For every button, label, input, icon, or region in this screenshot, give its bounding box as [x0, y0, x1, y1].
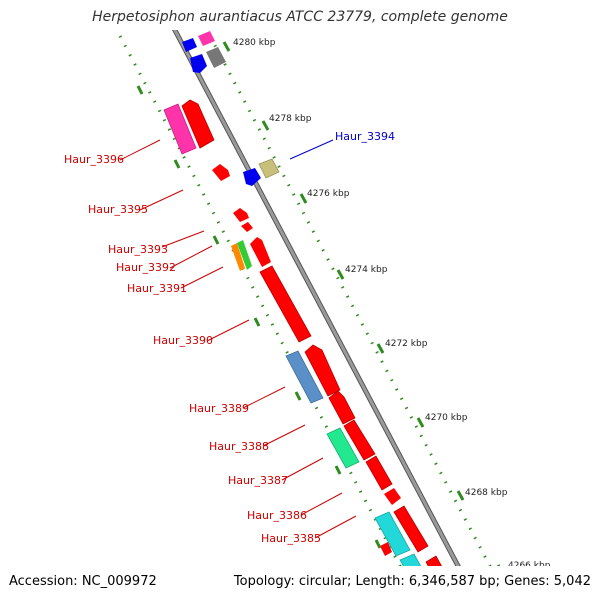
topology-label: Topology: circular; Length: 6,346,587 bp…: [233, 574, 591, 589]
tick-label-4268: 4268 kbp: [465, 488, 508, 498]
gene-label-haur-3391[interactable]: Haur_3391: [127, 282, 187, 295]
gene-red-arrow-6: [384, 488, 401, 505]
gene-red-arrow-4: [343, 419, 376, 461]
tick-label-4270: 4270 kbp: [425, 413, 468, 423]
gene-label-haur-3394[interactable]: Haur_3394: [335, 130, 395, 143]
tick-label-4274: 4274 kbp: [345, 265, 388, 275]
gene-haur-3389: [285, 350, 324, 404]
accession-label: Accession: NC_009972: [9, 574, 157, 589]
gene-orange: [231, 243, 245, 271]
tick-label-4276: 4276 kbp: [307, 189, 350, 199]
gene-haur-3388: [326, 427, 360, 469]
gene-red-arrow-8: [425, 555, 442, 566]
gene-label-haur-3386[interactable]: Haur_3386: [247, 509, 307, 522]
gene-label-haur-3390[interactable]: Haur_3390: [153, 334, 213, 347]
gene-red-small-3: [241, 222, 253, 232]
gene-features: [163, 31, 442, 566]
gene-red-small-1: [212, 164, 230, 181]
label-leaders: [119, 139, 357, 539]
gene-red-arrow-5: [365, 455, 393, 491]
tick-label-4266: 4266 kbp: [508, 561, 551, 571]
gene-red-arrow-7: [393, 505, 429, 553]
gene-label-haur-3392[interactable]: Haur_3392: [116, 261, 176, 274]
gene-label-haur-3388[interactable]: Haur_3388: [209, 440, 269, 453]
gene-blue-small: [182, 38, 197, 52]
gene-grey: [206, 47, 226, 68]
gene-label-haur-3393[interactable]: Haur_3393: [108, 243, 168, 256]
scale-ticks: [136, 41, 501, 566]
gene-cyan-1: [374, 511, 411, 557]
gene-red-large: [181, 99, 215, 149]
gene-label-haur-3385[interactable]: Haur_3385: [261, 532, 321, 545]
map-title: Herpetosiphon aurantiacus ATCC 23779, co…: [92, 9, 508, 25]
tick-label-4278: 4278 kbp: [269, 114, 312, 124]
gene-pink-small: [198, 31, 215, 46]
gene-blue-arrow: [190, 54, 207, 73]
gene-label-haur-3396[interactable]: Haur_3396: [64, 153, 124, 166]
gene-haur-3390: [259, 265, 312, 343]
gene-red-arrow-2: [304, 344, 341, 397]
gene-red-small-2: [233, 208, 249, 222]
gene-red-arrow-1: [250, 237, 271, 267]
gene-cyan-2: [399, 553, 422, 566]
tick-label-4280: 4280 kbp: [233, 38, 276, 48]
gene-pink-large: [163, 103, 197, 155]
gene-haur-3394: [243, 168, 261, 186]
gene-olive: [258, 158, 280, 179]
gene-red-arrow-9: [380, 542, 392, 556]
tick-label-4272: 4272 kbp: [385, 339, 428, 349]
gene-label-haur-3387[interactable]: Haur_3387: [228, 474, 288, 487]
gene-red-arrow-3: [328, 390, 356, 425]
gene-label-haur-3395[interactable]: Haur_3395: [88, 203, 148, 216]
gene-label-haur-3389[interactable]: Haur_3389: [189, 402, 249, 415]
gene-green: [237, 240, 252, 270]
